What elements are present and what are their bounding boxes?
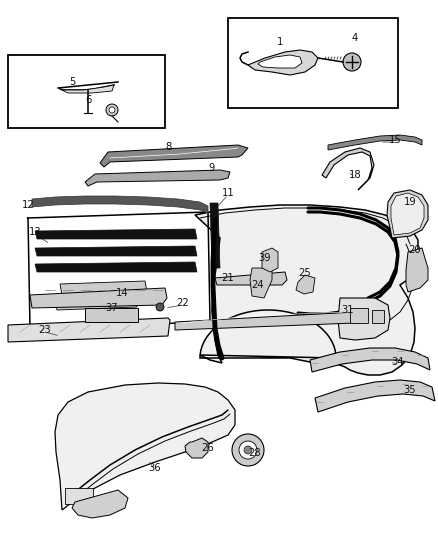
Polygon shape — [315, 380, 435, 412]
Bar — [85, 308, 138, 322]
Text: 25: 25 — [299, 268, 311, 278]
Circle shape — [343, 53, 361, 71]
Bar — [8, 55, 165, 128]
Polygon shape — [215, 272, 287, 285]
Polygon shape — [35, 262, 197, 272]
Polygon shape — [296, 275, 315, 294]
Text: 35: 35 — [404, 385, 416, 395]
Polygon shape — [328, 135, 422, 150]
Text: 1: 1 — [277, 37, 283, 47]
Text: 13: 13 — [28, 227, 41, 237]
Polygon shape — [250, 268, 272, 298]
Text: 22: 22 — [177, 298, 189, 308]
Circle shape — [106, 104, 118, 116]
Bar — [372, 310, 384, 323]
Polygon shape — [100, 145, 248, 167]
Polygon shape — [35, 229, 197, 239]
Polygon shape — [262, 248, 278, 272]
Text: 6: 6 — [85, 95, 91, 105]
Circle shape — [232, 434, 264, 466]
Polygon shape — [32, 196, 208, 213]
Bar — [65, 488, 93, 504]
Polygon shape — [258, 55, 302, 68]
Polygon shape — [30, 288, 167, 308]
Circle shape — [239, 441, 257, 459]
Polygon shape — [310, 348, 430, 372]
Bar — [350, 308, 368, 323]
Text: 36: 36 — [148, 463, 161, 473]
Polygon shape — [85, 170, 230, 186]
Polygon shape — [60, 281, 147, 295]
Circle shape — [156, 303, 164, 311]
Polygon shape — [322, 148, 374, 190]
Text: 34: 34 — [392, 357, 404, 367]
Text: 39: 39 — [259, 253, 271, 263]
Text: 12: 12 — [21, 200, 34, 210]
Text: 14: 14 — [116, 288, 128, 298]
Polygon shape — [387, 190, 428, 238]
Text: 28: 28 — [249, 448, 261, 458]
Text: 9: 9 — [209, 163, 215, 173]
Polygon shape — [72, 490, 128, 518]
Polygon shape — [391, 193, 424, 235]
Polygon shape — [210, 203, 220, 268]
Text: 8: 8 — [165, 142, 171, 152]
Text: 15: 15 — [389, 135, 401, 145]
Text: 5: 5 — [69, 77, 75, 87]
Text: 23: 23 — [39, 325, 51, 335]
Polygon shape — [55, 297, 137, 310]
Bar — [228, 18, 398, 108]
Polygon shape — [175, 312, 357, 330]
Polygon shape — [8, 318, 170, 342]
Text: 31: 31 — [342, 305, 354, 315]
Text: 24: 24 — [252, 280, 264, 290]
Text: 4: 4 — [352, 33, 358, 43]
Polygon shape — [35, 246, 197, 256]
Text: 26: 26 — [201, 443, 214, 453]
Text: 19: 19 — [404, 197, 417, 207]
Text: 11: 11 — [222, 188, 234, 198]
Polygon shape — [195, 205, 418, 375]
Polygon shape — [55, 383, 235, 510]
Polygon shape — [406, 248, 428, 292]
Polygon shape — [248, 50, 318, 75]
Text: 20: 20 — [409, 245, 421, 255]
Text: 18: 18 — [349, 170, 361, 180]
Polygon shape — [60, 85, 114, 93]
Circle shape — [244, 446, 252, 454]
Text: 37: 37 — [106, 303, 118, 313]
Polygon shape — [185, 438, 208, 458]
Circle shape — [109, 107, 115, 113]
Text: 21: 21 — [222, 273, 234, 283]
Polygon shape — [338, 298, 390, 340]
